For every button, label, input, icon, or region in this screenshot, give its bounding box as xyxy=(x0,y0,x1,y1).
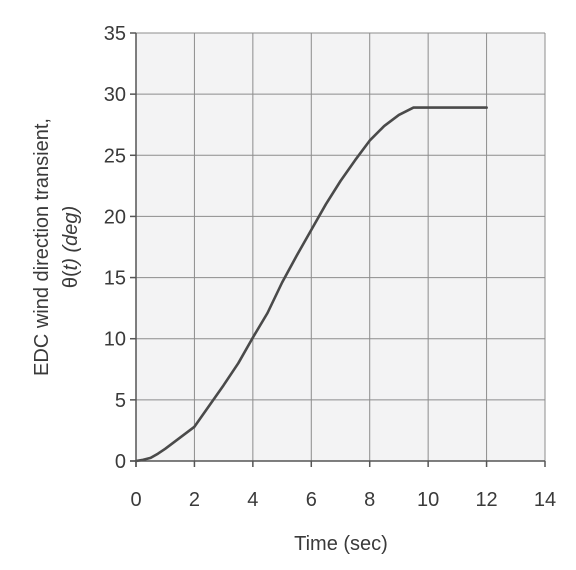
y-tick-label: 30 xyxy=(104,84,126,106)
x-tick-label: 4 xyxy=(247,489,258,511)
y-tick-label: 0 xyxy=(115,451,126,473)
plot-background xyxy=(136,33,545,461)
x-tick-label: 0 xyxy=(130,489,141,511)
x-tick-label: 6 xyxy=(306,489,317,511)
y-tick-label: 20 xyxy=(104,206,126,228)
time-variable: t xyxy=(60,263,82,270)
axes xyxy=(130,32,546,467)
y-tick-label: 25 xyxy=(104,145,126,167)
x-tick-label: 8 xyxy=(364,489,375,511)
tick-labels: 0 2 4 6 8 10 12 14 0 5 10 15 20 25 30 35 xyxy=(104,23,556,511)
y-tick-label: 10 xyxy=(104,329,126,351)
grid-lines xyxy=(135,32,546,462)
y-axis-title-variable: θ(t) (deg) xyxy=(60,206,82,288)
x-axis-title: Time (sec) xyxy=(294,533,388,555)
y-tick-label: 15 xyxy=(104,268,126,290)
x-tick-label: 12 xyxy=(475,489,497,511)
x-tick-label: 10 xyxy=(417,489,439,511)
plot-area xyxy=(136,33,545,461)
series-line-layer xyxy=(134,106,488,463)
x-tick-label: 2 xyxy=(189,489,200,511)
theta-symbol: θ( xyxy=(60,270,82,288)
x-tick-label: 14 xyxy=(534,489,556,511)
y-tick-label: 5 xyxy=(115,390,126,412)
unit-label: ) (deg) xyxy=(60,206,82,267)
y-tick-label: 35 xyxy=(104,23,126,45)
y-axis-title: EDC wind direction transient, xyxy=(31,118,53,376)
series-line xyxy=(134,106,488,463)
